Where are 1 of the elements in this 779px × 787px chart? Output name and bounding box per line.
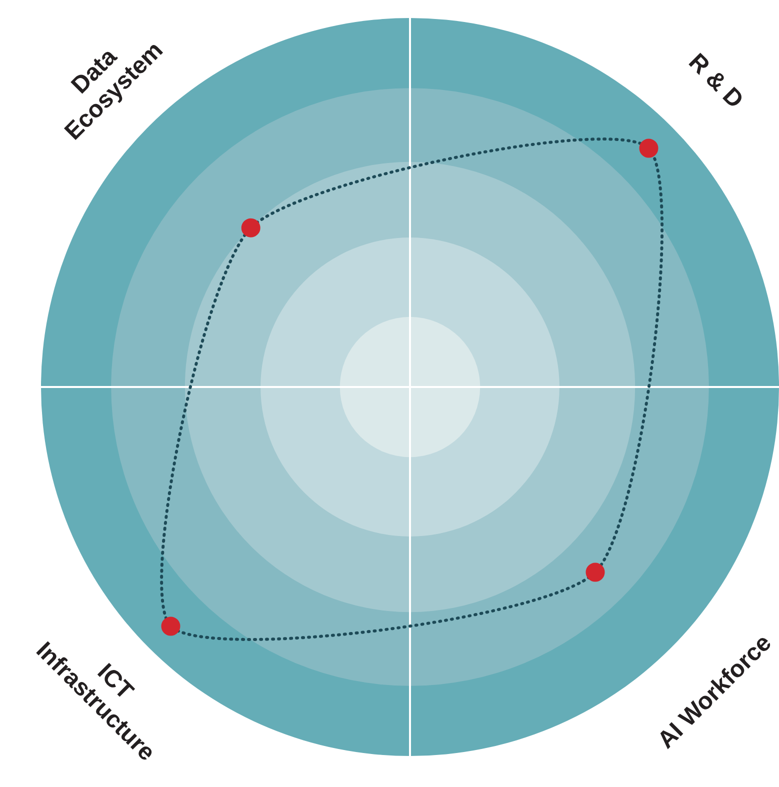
spoke-label: R & D (683, 48, 749, 114)
